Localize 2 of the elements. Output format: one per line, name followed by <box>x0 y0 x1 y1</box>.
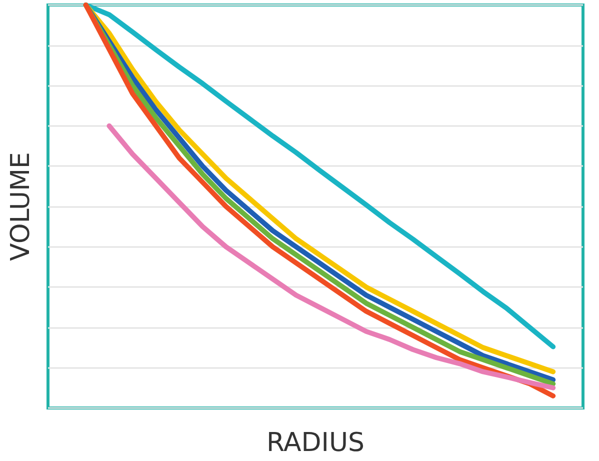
x-axis-title: RADIUS <box>266 428 365 458</box>
y-axis-title: VOLUME <box>6 152 36 261</box>
